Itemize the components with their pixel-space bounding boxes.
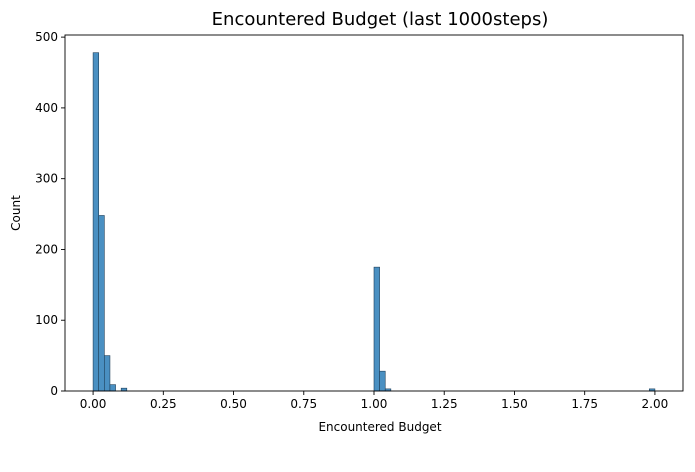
histogram-bar [379, 370, 386, 392]
y-tick-label: 100 [35, 313, 58, 327]
histogram-bar [98, 215, 105, 392]
histogram-bar [104, 355, 111, 392]
x-axis-label: Encountered Budget [318, 420, 441, 434]
x-tick-label: 0.50 [220, 397, 247, 411]
histogram-bar [373, 266, 380, 392]
y-tick-label: 400 [35, 101, 58, 115]
y-tick-label: 0 [50, 384, 58, 398]
histogram-bar [109, 384, 116, 392]
histogram-bar [92, 52, 100, 392]
x-tick-label: 0.75 [290, 397, 317, 411]
plot-frame [64, 34, 684, 392]
y-tick-label: 300 [35, 172, 58, 186]
histogram-bars [92, 52, 656, 392]
x-tick-label: 0.25 [150, 397, 177, 411]
y-axis-label: Count [9, 195, 23, 231]
y-tick-label: 500 [35, 30, 58, 44]
x-tick-label: 1.00 [361, 397, 388, 411]
chart-title: Encountered Budget (last 1000steps) [212, 9, 549, 30]
x-tick-label: 1.75 [571, 397, 598, 411]
x-tick-label: 2.00 [642, 397, 669, 411]
x-tick-label: 1.25 [431, 397, 458, 411]
x-tick-label: 1.50 [501, 397, 528, 411]
x-tick-label: 0.00 [80, 397, 107, 411]
y-axis-ticks: 0 100 200 300 400 500 [35, 30, 65, 398]
y-tick-label: 200 [35, 242, 58, 256]
x-axis-ticks: 0.00 0.25 0.50 0.75 1.00 1.25 1.50 1.75 2.00 [80, 391, 669, 411]
